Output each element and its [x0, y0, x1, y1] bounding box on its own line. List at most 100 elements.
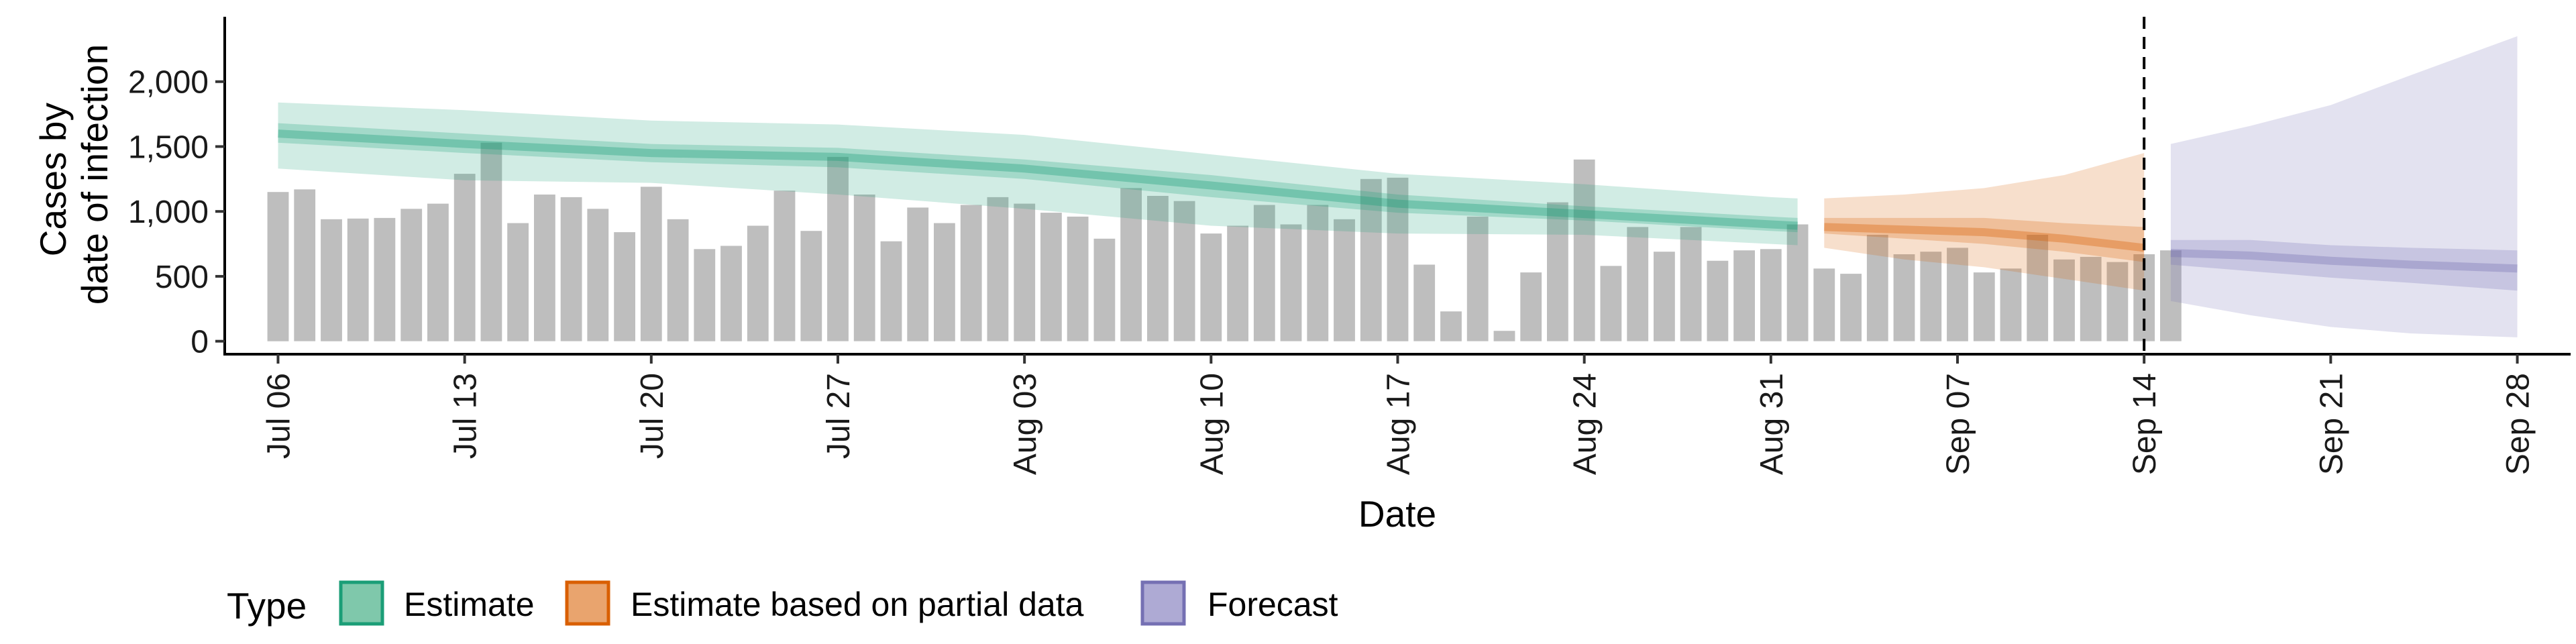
x-tick-label: Sep 07 [1941, 373, 1976, 475]
x-tick-label: Sep 14 [2127, 373, 2163, 475]
case-bar [1334, 219, 1355, 341]
case-bar [374, 217, 396, 341]
case-bar [667, 219, 689, 341]
case-bar [1440, 311, 1462, 341]
case-bar [267, 192, 289, 341]
legend-label-partial: Estimate based on partial data [631, 586, 1084, 623]
case-bar [1707, 260, 1729, 341]
estimate-band-50 [278, 123, 1798, 233]
case-bar [1733, 250, 1755, 341]
case-bar [1413, 264, 1436, 341]
case-bar [453, 174, 476, 341]
estimate-median-line [278, 129, 1798, 230]
case-bar [2080, 256, 2102, 341]
case-bar [1627, 227, 1649, 341]
case-bar [2000, 268, 2022, 341]
case-bar [1360, 178, 1382, 341]
x-tick-label: Aug 24 [1568, 373, 1603, 475]
case-bar [2027, 235, 2049, 341]
case-bar [1786, 224, 1809, 341]
case-bar [934, 223, 955, 341]
case-bar [507, 223, 529, 341]
case-bar [1573, 159, 1595, 341]
case-bar [694, 249, 716, 341]
case-bar [1040, 213, 1062, 341]
x-tick-label: Sep 28 [2501, 373, 2536, 475]
y-axis-title-line-2: date of infection [74, 44, 115, 305]
x-tick-label: Aug 31 [1754, 373, 1790, 475]
case-bar [2106, 262, 2129, 341]
case-bar [800, 231, 822, 341]
case-bar [2053, 259, 2075, 341]
forecast-band-90 [2170, 36, 2518, 337]
case-bar [987, 197, 1009, 341]
case-bar [960, 205, 982, 341]
case-bar [1014, 203, 1036, 341]
case-bar [1387, 177, 1409, 341]
case-bar [1227, 225, 1248, 341]
legend-swatch-forecast [1140, 580, 1186, 626]
case-bar [480, 142, 502, 341]
case-bar [2160, 250, 2182, 341]
case-bar [1466, 216, 1489, 341]
case-bar [560, 197, 582, 341]
case-bar [880, 241, 902, 341]
case-bar [1200, 233, 1222, 341]
case-bar [1840, 274, 1862, 341]
x-tick-label: Sep 21 [2314, 373, 2349, 475]
case-bar [1307, 205, 1329, 341]
case-bar [347, 218, 369, 341]
x-tick-label: Aug 17 [1381, 373, 1417, 475]
case-bar [1093, 238, 1116, 341]
case-bar [747, 225, 769, 341]
case-bar [1973, 272, 1995, 341]
case-bar [1493, 331, 1515, 341]
y-tick-label: 2,000 [128, 65, 209, 101]
estimate-based-on-partial-data-band-50 [1824, 217, 2145, 262]
case-bar [294, 189, 316, 341]
estimate-band-90 [278, 102, 1798, 246]
case-bar [907, 207, 929, 341]
case-bar [587, 209, 609, 341]
case-bar [1654, 252, 1675, 341]
y-axis-title: Cases by date of infection [32, 44, 115, 305]
case-bar [773, 191, 796, 341]
legend-swatch-partial [565, 580, 610, 626]
case-bar [1520, 272, 1542, 341]
x-tick-label: Jul 27 [821, 373, 857, 459]
case-bar [1680, 227, 1702, 341]
x-tick-label: Aug 10 [1194, 373, 1230, 475]
case-bar [1866, 235, 1888, 341]
case-bar [1600, 266, 1622, 341]
case-bar [1067, 216, 1089, 341]
plot-area [267, 17, 2518, 354]
y-tick-label: 1,500 [128, 129, 209, 165]
estimate-based-on-partial-data-band-90 [1824, 153, 2145, 291]
x-tick-label: Aug 03 [1008, 373, 1043, 475]
case-bar [427, 203, 449, 341]
x-tick-label: Jul 13 [448, 373, 484, 459]
legend-label-estimate: Estimate [404, 586, 535, 623]
legend-title: Type [227, 585, 307, 627]
case-bar [1120, 188, 1142, 341]
case-bar [640, 186, 662, 341]
case-bar [1253, 205, 1275, 341]
case-bar [400, 209, 423, 341]
case-bar [534, 195, 555, 341]
case-bar [1760, 249, 1782, 341]
legend-swatch-estimate [339, 580, 384, 626]
case-bar [1920, 252, 1942, 341]
case-bar [1893, 254, 1915, 341]
x-tick-label: Jul 20 [635, 373, 670, 459]
case-bar [853, 195, 875, 341]
axes: 0 500 1,000 1,500 2,000 Jul 06 Jul 13 Jul 20 Jul… [128, 17, 2571, 475]
x-tick-label: Jul 06 [261, 373, 297, 459]
estimate-based-on-partial-data-median-line [1824, 223, 2145, 252]
case-bar [1147, 196, 1169, 341]
case-bar [1947, 248, 1968, 341]
case-bar [614, 232, 635, 341]
legend: Type Estimate Estimate based on partial … [227, 580, 1338, 627]
case-bar [827, 156, 849, 341]
legend-label-forecast: Forecast [1208, 586, 1338, 623]
